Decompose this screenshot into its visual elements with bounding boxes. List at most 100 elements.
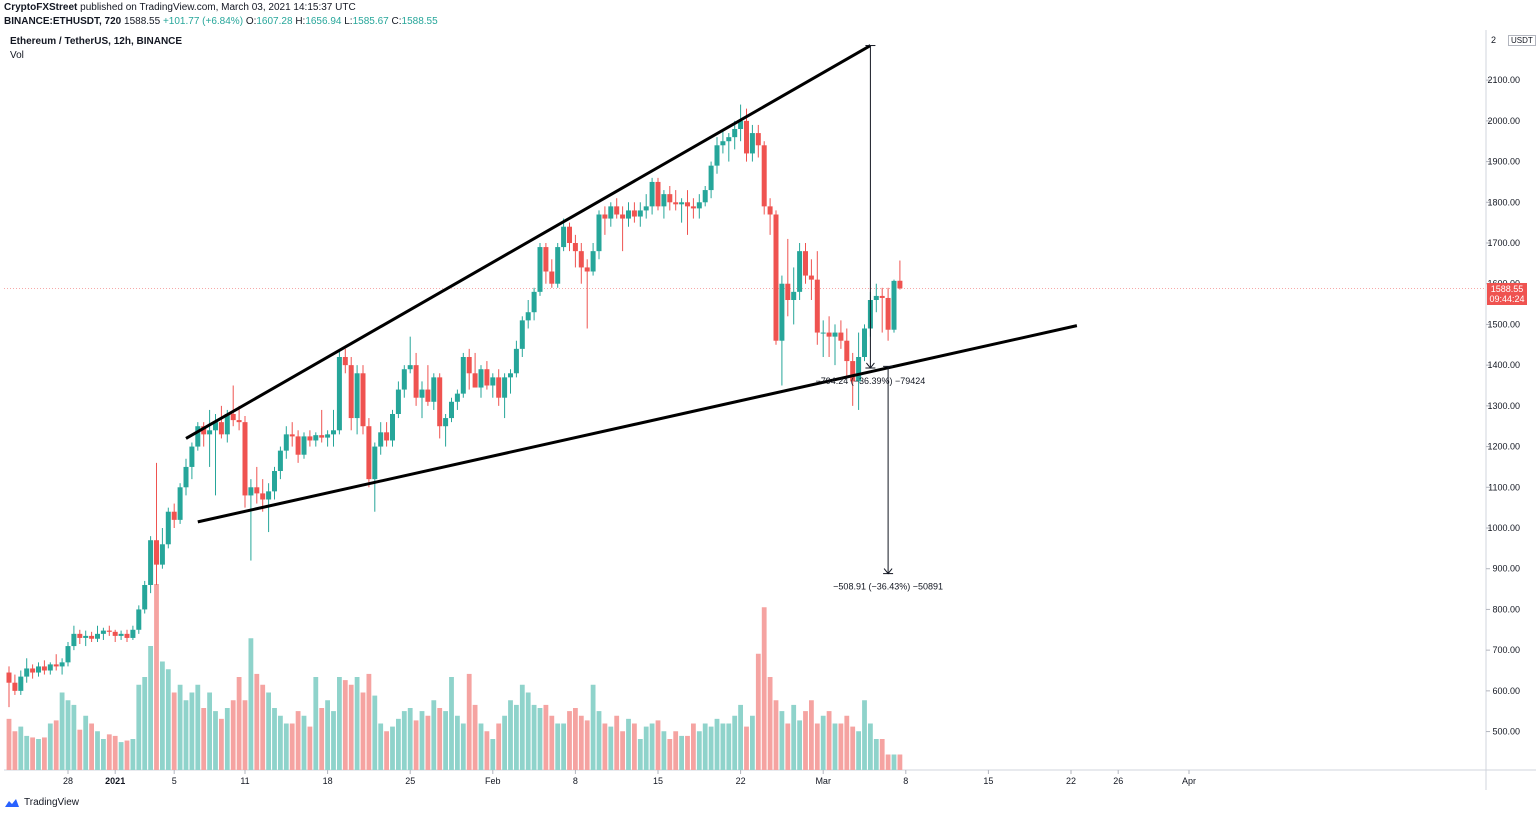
candle-body xyxy=(331,430,336,435)
candle-body xyxy=(856,357,862,382)
trendline-lower xyxy=(197,324,1078,524)
volume-bar xyxy=(478,723,484,770)
volume-bar xyxy=(862,700,867,770)
volume-bar xyxy=(295,711,301,770)
x-tick-label: Apr xyxy=(1182,776,1196,786)
candle-body xyxy=(112,631,118,636)
volume-bar xyxy=(567,711,572,770)
currency-button[interactable]: USDT xyxy=(1508,35,1536,46)
candle-body xyxy=(130,629,136,638)
candle-body xyxy=(561,226,567,248)
candle-body xyxy=(537,247,543,292)
volume-bar xyxy=(83,715,89,770)
volume-bar xyxy=(673,731,679,770)
candle-body xyxy=(407,365,413,370)
volume-bar xyxy=(372,695,378,770)
volume-bar xyxy=(207,692,212,770)
candle-body xyxy=(159,544,165,565)
volume-bar xyxy=(443,711,448,770)
candle-body xyxy=(685,202,690,207)
volume-bar xyxy=(124,740,130,770)
volume-bar xyxy=(242,700,248,770)
volume-bar xyxy=(219,718,224,770)
candle-body xyxy=(696,202,702,209)
volume-bar xyxy=(89,723,94,770)
candle-body xyxy=(413,365,419,398)
author-name[interactable]: CryptoFXStreet xyxy=(4,2,78,13)
candle-body xyxy=(797,251,803,292)
candle-body xyxy=(531,291,537,313)
candle-body xyxy=(838,332,844,341)
volume-bar xyxy=(325,700,330,770)
volume-bar xyxy=(803,711,808,770)
volume-bar xyxy=(632,723,637,770)
price-axis[interactable]: 2100.002000.001900.001800.001700.001600.… xyxy=(1486,75,1520,737)
volume-bar xyxy=(537,708,543,770)
candle-body xyxy=(36,666,41,673)
trendline-upper xyxy=(185,44,872,440)
candle-body xyxy=(77,633,83,638)
y-tick-label: 800.00 xyxy=(1492,604,1520,614)
measure-label: −508.91 (−36.43%) −50891 xyxy=(833,582,943,592)
candle-body xyxy=(755,133,761,146)
y-tick-label: 1100.00 xyxy=(1488,482,1520,492)
candle-body xyxy=(171,511,177,520)
candle-body xyxy=(71,633,77,647)
candle-body xyxy=(549,271,555,284)
candle-body xyxy=(65,646,71,663)
candle-body xyxy=(726,137,732,142)
volume-bar xyxy=(254,673,260,770)
legend-vol[interactable]: Vol xyxy=(10,50,24,61)
candle-body xyxy=(814,279,820,333)
volume-bar xyxy=(47,723,53,770)
candle-body xyxy=(791,291,797,301)
volume-bar xyxy=(171,692,177,770)
volume-bar xyxy=(413,720,419,770)
volume-bar xyxy=(136,684,142,770)
close-value: 1588.55 xyxy=(401,16,438,27)
x-tick-label: Feb xyxy=(485,776,501,786)
volume-bar xyxy=(396,718,401,770)
volume-bar xyxy=(838,723,844,770)
volume-bar xyxy=(289,723,295,770)
y-tick-label: 600.00 xyxy=(1492,686,1520,696)
candle-body xyxy=(879,295,885,298)
candle-body xyxy=(484,369,490,386)
candle-body xyxy=(543,247,549,272)
y-tick-label: 1000.00 xyxy=(1487,523,1520,533)
volume-bar xyxy=(555,723,561,770)
volume-bar xyxy=(891,754,897,770)
volume-bar xyxy=(484,731,490,770)
volume-bar xyxy=(726,723,732,770)
volume-bar xyxy=(502,715,507,770)
volume-bar xyxy=(785,723,791,770)
volume-bar xyxy=(460,723,466,770)
candle-body xyxy=(266,491,272,500)
volume-bar xyxy=(95,731,100,770)
volume-bar xyxy=(472,704,478,770)
candle-body xyxy=(248,487,254,496)
volume-bar xyxy=(685,735,690,770)
candle-body xyxy=(372,446,378,480)
candle-body xyxy=(342,357,348,366)
time-axis[interactable]: 28 2021 5 11 18 25 Feb 8 15 22 Mar 8 15 22 26 Apr xyxy=(63,770,1196,786)
candle-body xyxy=(295,436,301,455)
candle-body xyxy=(862,328,867,358)
publish-info: CryptoFXStreet published on TradingView.… xyxy=(4,2,356,13)
volume-bar xyxy=(195,684,201,770)
volume-bar xyxy=(732,715,738,770)
legend-title[interactable]: Ethereum / TetherUS, 12h, BINANCE xyxy=(10,36,183,47)
x-tick-label: 15 xyxy=(983,776,993,786)
volume-bar xyxy=(230,700,236,770)
volume-bar xyxy=(437,708,443,770)
volume-bar xyxy=(425,715,431,770)
footer-brand[interactable]: TradingView xyxy=(24,797,80,808)
candle-body xyxy=(732,129,738,138)
candle-body xyxy=(325,434,331,438)
volume-bar xyxy=(283,723,289,770)
tradingview-logo-icon[interactable] xyxy=(4,798,20,808)
candle-body xyxy=(18,676,24,691)
candle-body xyxy=(313,435,319,441)
candle-body xyxy=(41,666,47,671)
